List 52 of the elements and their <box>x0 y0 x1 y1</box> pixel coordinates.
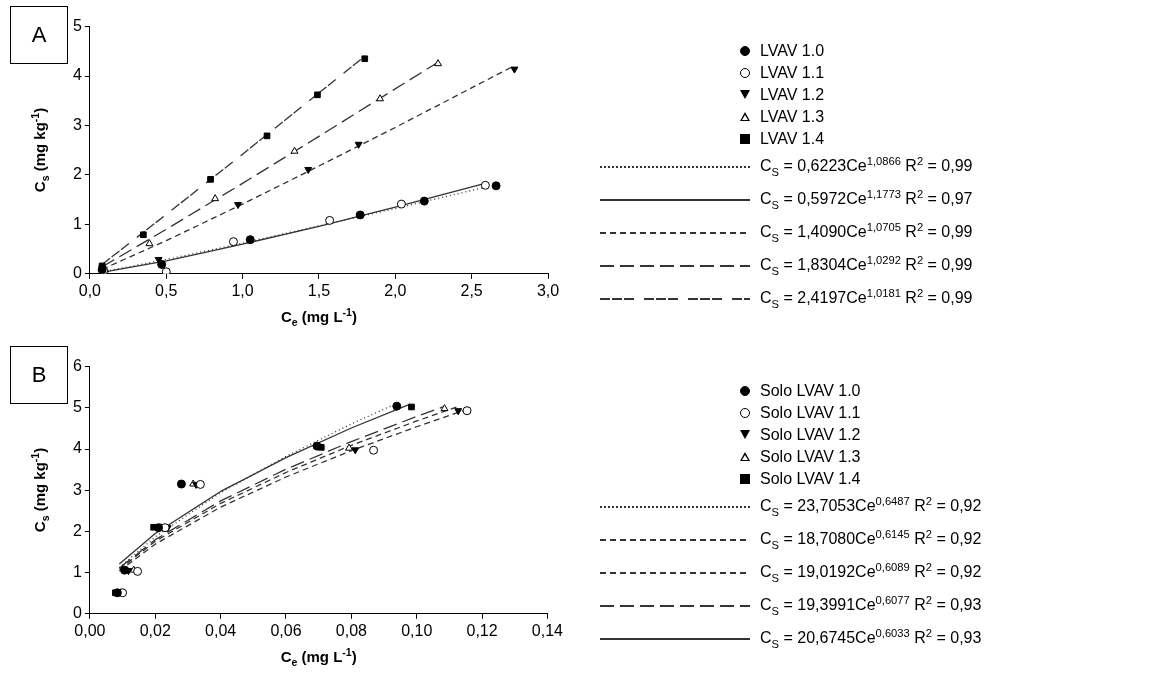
x-tick-label: 1,0 <box>231 281 254 299</box>
x-tick-label: 1,5 <box>307 281 331 299</box>
y-tick-label: 0 <box>72 604 82 622</box>
legend-label: C$_{S}$ = 19,3991Ce$^{0,6077}$ R$^{2}$ = 0,93 <box>760 594 982 617</box>
legend-label: C$_{S}$ = 0,6223Ce$^{1,0866}$ R$^{2}$ = 0,99 <box>760 155 973 178</box>
y-tick-label: 4 <box>72 439 82 457</box>
legend-label: LVAV 1.1 <box>760 64 825 82</box>
legend-label: C$_{S}$ = 2,4197Ce$^{1,0181}$ R$^{2}$ = 0,99 <box>760 287 973 310</box>
legend-label: Solo LVAV 1.4 <box>760 470 861 488</box>
chart-title: B <box>10 346 68 404</box>
legend-label: LVAV 1.0 <box>760 42 825 60</box>
x-tick-label: 2,5 <box>460 281 483 299</box>
legend-label: Solo LVAV 1.3 <box>760 448 861 466</box>
y-tick-label: 2 <box>72 165 82 183</box>
chart-title: A <box>10 6 68 64</box>
x-axis-title: C$_{e}$ (mg L$^{-1}$) <box>280 646 357 668</box>
x-tick-label: 0,00 <box>74 621 106 639</box>
y-tick-label: 3 <box>72 115 82 133</box>
x-tick-label: 0,10 <box>401 621 433 639</box>
x-tick-label: 0,14 <box>531 621 564 639</box>
legend-label: LVAV 1.4 <box>760 130 825 148</box>
x-tick-label: 0,0 <box>78 281 102 299</box>
legend-label: Solo LVAV 1.2 <box>760 426 861 444</box>
legend-label: C$_{S}$ = 1,8304Ce$^{1,0292}$ R$^{2}$ = 0,99 <box>760 254 973 277</box>
legend-label: C$_{S}$ = 0,5972Ce$^{1,1773}$ R$^{2}$ = 0,97 <box>760 188 973 211</box>
legend-label: Solo LVAV 1.1 <box>760 404 861 422</box>
y-tick-label: 4 <box>72 66 82 84</box>
x-tick-label: 0,04 <box>205 621 237 639</box>
x-tick-label: 0,08 <box>335 621 368 639</box>
legend-label: C$_{S}$ = 19,0192Ce$^{0,6089}$ R$^{2}$ = 0,92 <box>760 561 982 584</box>
x-tick-label: 2,0 <box>384 281 407 299</box>
y-tick-label: 3 <box>72 480 82 498</box>
x-axis-title: C$_{e}$ (mg L$^{-1}$) <box>280 306 357 328</box>
y-tick-label: 5 <box>72 398 82 416</box>
legend-label: C$_{S}$ = 18,7080Ce$^{0,6145}$ R$^{2}$ = 0,92 <box>760 528 982 551</box>
y-tick-label: 2 <box>72 521 82 539</box>
x-tick-label: 3,0 <box>536 281 560 299</box>
legend-label: C$_{S}$ = 23,7053Ce$^{0,6487}$ R$^{2}$ = 0,92 <box>760 495 982 518</box>
y-tick-label: 1 <box>72 563 82 581</box>
legend-label: LVAV 1.2 <box>760 86 825 104</box>
y-tick-label: 0 <box>72 264 82 282</box>
y-tick-label: 1 <box>72 214 82 232</box>
legend-label: C$_{S}$ = 20,6745Ce$^{0,6033}$ R$^{2}$ = 0,93 <box>760 627 982 650</box>
y-tick-label: 5 <box>72 17 82 35</box>
x-tick-label: 0,5 <box>155 281 178 299</box>
x-tick-label: 0,06 <box>270 621 302 639</box>
y-tick-label: 6 <box>72 357 82 375</box>
x-tick-label: 0,12 <box>466 621 498 639</box>
legend-label: Solo LVAV 1.0 <box>760 382 861 400</box>
legend-label: C$_{S}$ = 1,4090Ce$^{1,0705}$ R$^{2}$ = 0,99 <box>760 221 973 244</box>
x-tick-label: 0,02 <box>139 621 171 639</box>
legend-label: LVAV 1.3 <box>760 108 825 126</box>
